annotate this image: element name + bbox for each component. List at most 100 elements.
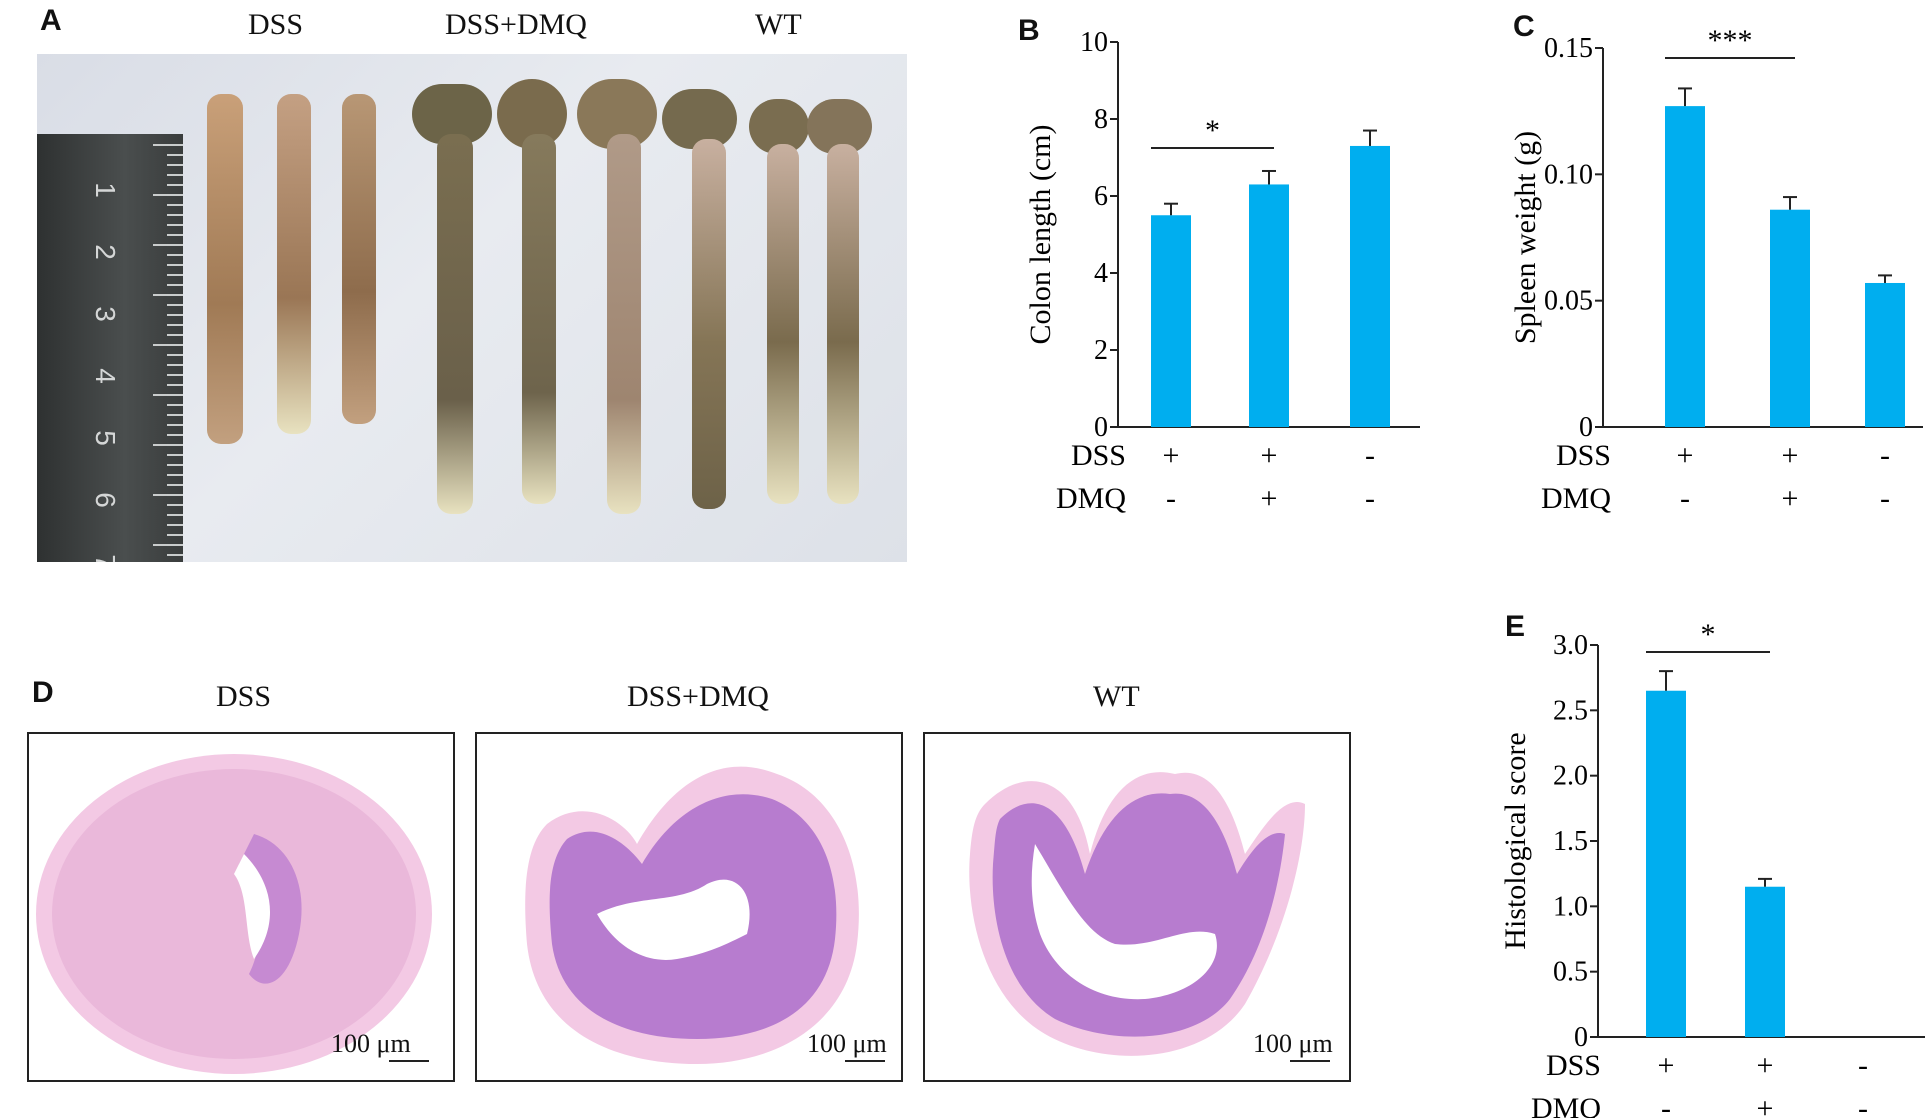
ruler-tick [167,424,183,426]
y-tick-label: 10 [1080,27,1108,58]
ruler-tick [153,194,183,196]
histology-section-dss [36,754,432,1074]
y-tick-label: 0.5 [1553,957,1588,988]
condition-row-label: DSS [1556,439,1611,472]
ruler-number: 2 [89,244,121,260]
ruler-tick [167,174,183,176]
colon-specimen [342,94,376,424]
y-tick-label: 3.0 [1553,630,1588,661]
colon-specimen [437,134,473,514]
scale-bar [845,1060,885,1062]
scale-bar [1290,1060,1330,1062]
ruler-tick [167,234,183,236]
y-axis-label: Spleen weight (g) [1509,131,1542,344]
ruler-tick [153,144,183,146]
ruler-number: 1 [89,182,121,198]
colon-specimen [522,134,556,504]
condition-mark: - [1880,482,1890,515]
bar [1151,215,1191,427]
colon-specimen [662,89,737,149]
ruler-tick [153,544,183,546]
histology-section-wt [969,772,1305,1056]
scale-bar-label: 100 μm [1253,1029,1333,1058]
y-tick-label: 6 [1094,181,1108,212]
ruler-tick [167,364,183,366]
histology-image-wt: 100 μm [923,732,1351,1082]
condition-row-label: DSS [1546,1049,1601,1082]
bar [1249,184,1289,427]
bar [1770,209,1810,427]
ruler-tick [167,374,183,376]
panel-d-group-dss-dmq: DSS+DMQ [627,680,769,713]
condition-mark: + [1757,1049,1774,1082]
panel-a-letter: A [40,4,62,37]
ruler-tick [167,284,183,286]
ruler-tick [153,444,183,446]
condition-mark: + [1261,482,1278,515]
condition-mark: + [1261,439,1278,472]
ruler-tick [167,184,183,186]
bar [1745,886,1785,1037]
y-tick-label: 0 [1579,412,1593,443]
chart-colon-length: 0 2 4 6 8 10 Colon length (cm) * DSS + + - DMQ - + - [1024,27,1420,515]
panel-d-group-dss: DSS [216,680,272,713]
ruler-tick [167,384,183,386]
y-tick-label: 1.5 [1553,826,1588,857]
panel-d-group-wt: WT [1093,680,1140,713]
y-axis-label: Histological score [1499,732,1532,949]
condition-mark: - [1661,1092,1671,1118]
ruler-tick [167,414,183,416]
ruler-number: 7 [89,554,121,562]
colon-specimen [277,94,311,434]
ruler-tick [167,334,183,336]
bar [1646,690,1686,1037]
panel-b-letter: B [1018,14,1040,47]
ruler-number: 4 [89,368,121,384]
colon-specimen [692,139,726,509]
y-tick-label: 1.0 [1553,891,1588,922]
scale-bar [389,1060,429,1062]
condition-mark: + [1658,1049,1675,1082]
ruler-tick [167,224,183,226]
ruler-tick [167,254,183,256]
panel-a-group-dss-dmq: DSS+DMQ [445,8,587,41]
colon-specimen [207,94,243,444]
histology-image-dss-dmq: 100 μm [475,732,903,1082]
ruler-tick [167,404,183,406]
ruler-number: 5 [89,430,121,446]
ruler-tick [153,294,183,296]
bar [1350,145,1390,427]
ruler-number: 6 [89,492,121,508]
scale-bar-label: 100 μm [331,1029,411,1058]
ruler-tick [167,354,183,356]
condition-mark: - [1858,1092,1868,1118]
ruler-tick [167,454,183,456]
ruler-tick [167,324,183,326]
y-axis-label: Colon length (cm) [1024,125,1057,345]
condition-row-label: DMQ [1541,482,1611,515]
ruler-tick [167,534,183,536]
panel-e-letter: E [1505,610,1526,643]
ruler-tick [167,524,183,526]
ruler-tick [167,304,183,306]
y-tick-label: 0.10 [1544,159,1593,190]
condition-row-label: DSS [1071,439,1126,472]
y-tick-label: 2.0 [1553,761,1588,792]
condition-mark: + [1163,439,1180,472]
condition-mark: + [1782,439,1799,472]
ruler-tick [167,484,183,486]
histology-section-dss-dmq [525,766,859,1064]
y-tick-label: 0.05 [1544,286,1593,317]
ruler: 1 2 3 4 5 6 7 [37,134,183,562]
chart-spleen-weight: 0 0.05 0.10 0.15 Spleen weight (g) *** DSS + + - D… [1509,24,1923,515]
ruler-tick [167,434,183,436]
panel-c-letter: C [1513,10,1535,43]
ruler-tick [167,204,183,206]
ruler-tick [153,394,183,396]
y-tick-label: 0.15 [1544,33,1593,64]
condition-mark: - [1365,482,1375,515]
condition-mark: - [1858,1049,1868,1082]
ruler-tick [167,264,183,266]
ruler-number: 3 [89,306,121,322]
condition-mark: - [1166,482,1176,515]
